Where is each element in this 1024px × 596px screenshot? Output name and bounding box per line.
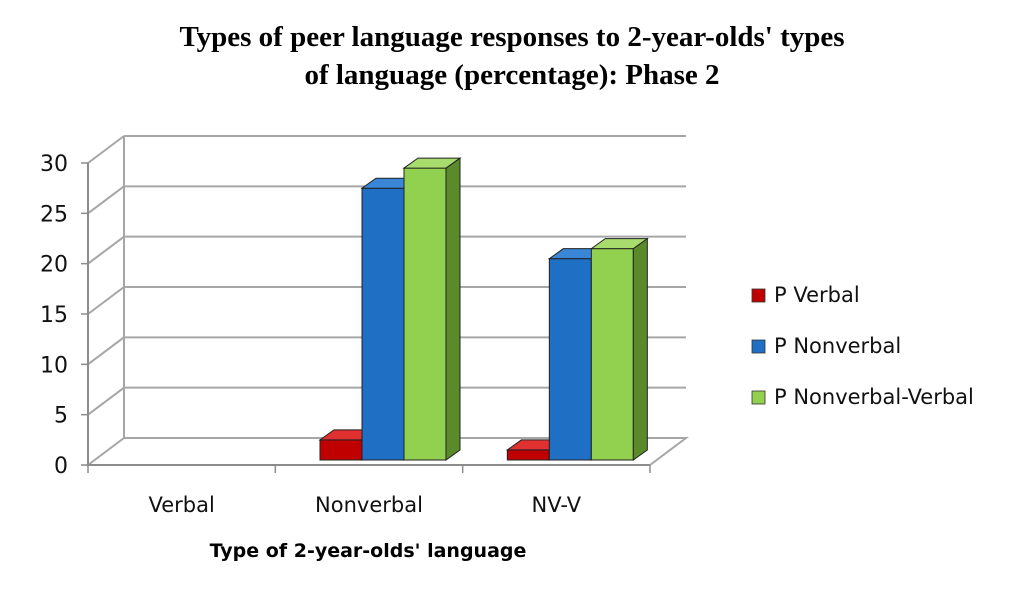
x-tick-label: NV-V: [532, 493, 582, 517]
y-tick-label: 15: [40, 303, 68, 328]
x-tick-label: Nonverbal: [315, 493, 423, 517]
legend-swatch: [751, 339, 766, 354]
bar-side: [632, 237, 648, 461]
bar-front: [590, 248, 634, 461]
bar: [402, 157, 462, 461]
gridline-side: [87, 235, 125, 265]
y-tick-label: 20: [40, 253, 68, 278]
x-axis-title: Type of 2-year-olds' language: [210, 540, 527, 562]
y-tick-label: 30: [40, 152, 68, 177]
bar-top: [402, 157, 462, 169]
legend-item: P Nonverbal-Verbal: [751, 385, 974, 409]
legend-swatch: [751, 390, 766, 405]
bar-front: [548, 258, 592, 461]
y-tick-label: 25: [40, 202, 68, 227]
legend: P Verbal P Nonverbal P Nonverbal-Verbal: [751, 283, 974, 409]
bar-front: [506, 449, 550, 461]
legend-swatch: [751, 288, 766, 303]
gridline-side: [87, 185, 125, 215]
legend-item: P Nonverbal: [751, 334, 901, 358]
legend-item: P Verbal: [751, 283, 860, 307]
bar: [589, 237, 649, 461]
gridline-side: [87, 336, 125, 366]
y-tick-label: 0: [54, 454, 68, 479]
gridline-side: [87, 286, 125, 315]
x-tick-labels: Verbal Nonverbal NV-V: [87, 465, 651, 517]
bar-front: [361, 187, 405, 461]
chart-title: Types of peer language responses to 2-ye…: [179, 21, 844, 91]
bar-side: [445, 157, 461, 461]
y-tick-label: 5: [54, 404, 68, 429]
bar-front: [403, 167, 447, 461]
x-tick-label: Verbal: [149, 493, 215, 517]
gridline-side: [87, 135, 125, 164]
gridline-side: [87, 386, 125, 416]
bar-front: [319, 439, 363, 461]
bars: [318, 157, 649, 461]
legend-label: P Nonverbal-Verbal: [774, 385, 974, 409]
bar-top: [589, 238, 649, 250]
legend-label: P Verbal: [774, 283, 860, 307]
legend-label: P Nonverbal: [774, 334, 901, 358]
y-tick-labels: 0 5 10 15 20 25 30: [40, 152, 88, 479]
chart-title-line-1: Types of peer language responses to 2-ye…: [179, 21, 844, 53]
y-tick-label: 10: [40, 353, 68, 378]
chart-title-line-2: of language (percentage): Phase 2: [304, 59, 719, 91]
